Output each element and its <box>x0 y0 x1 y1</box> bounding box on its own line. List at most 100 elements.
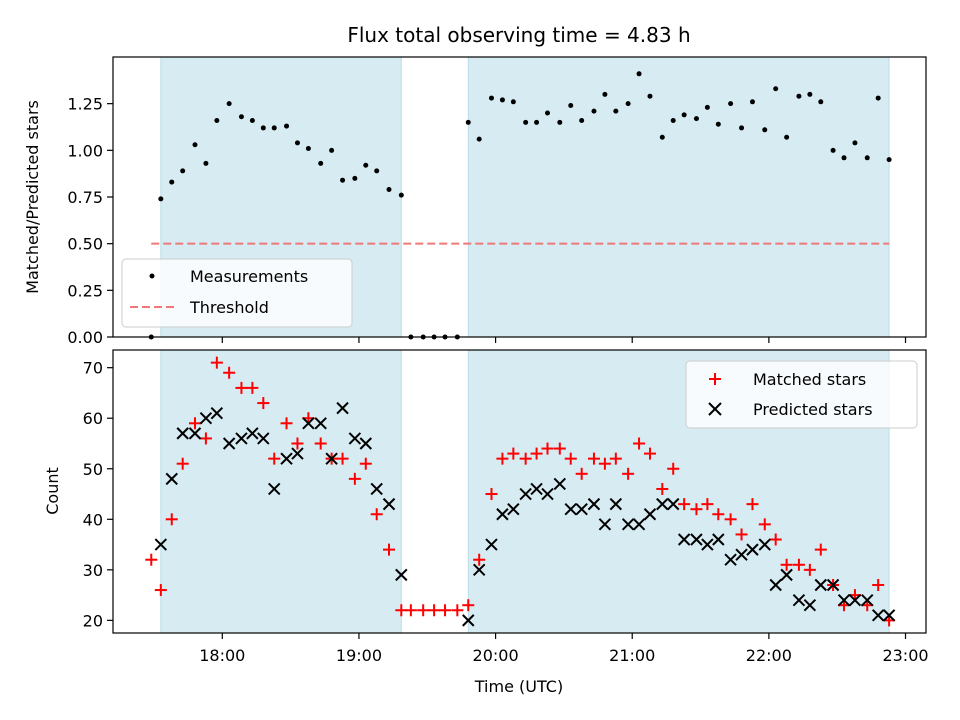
predicted-star-marker <box>746 543 759 556</box>
predicted-star-markers <box>154 401 896 627</box>
measurement-point <box>796 93 802 99</box>
predicted-star-marker <box>861 593 874 607</box>
measurement-point <box>728 101 734 107</box>
predicted-star-marker <box>814 578 827 592</box>
predicted-star-marker <box>758 538 771 551</box>
measurement-point <box>271 125 277 131</box>
matched-star-marker <box>712 508 725 521</box>
predicted-star-marker <box>792 593 806 607</box>
figure-title: Flux total observing time = 4.83 h <box>347 23 690 47</box>
observing-window-band <box>160 349 402 634</box>
predicted-star-marker <box>210 406 224 420</box>
predicted-star-marker <box>621 518 635 531</box>
measurement-point <box>214 117 220 123</box>
measurement-point <box>329 147 335 153</box>
predicted-star-marker <box>587 497 601 511</box>
measurement-point <box>158 196 164 202</box>
measurement-point <box>670 117 676 123</box>
predicted-star-marker <box>656 497 669 511</box>
x-tick-label: 21:00 <box>609 646 655 665</box>
x-tick-label: 18:00 <box>199 646 245 665</box>
matched-star-marker <box>735 528 748 541</box>
predicted-star-marker <box>712 533 725 546</box>
observing-window-band <box>467 56 890 338</box>
measurement-point <box>260 125 266 131</box>
predicted-star-marker <box>826 578 840 592</box>
matched-star-marker <box>268 452 281 465</box>
ratio-legend: Measurements Threshold <box>121 258 353 328</box>
matched-star-marker <box>746 498 759 511</box>
predicted-star-marker <box>701 538 714 551</box>
measurement-point <box>681 112 687 118</box>
predicted-star-marker <box>677 533 691 546</box>
predicted-star-marker <box>348 432 362 445</box>
y-tick-label: 0.00 <box>67 328 103 347</box>
measurement-point <box>715 121 721 127</box>
measurement-point <box>305 145 311 151</box>
legend-matched-label: Matched stars <box>753 370 866 389</box>
count-y-label: Count <box>43 467 62 515</box>
measurement-point <box>773 86 779 92</box>
matched-star-marker <box>872 578 885 591</box>
measurement-point <box>625 101 631 107</box>
predicted-star-marker <box>235 432 248 445</box>
matched-star-marker <box>348 472 361 485</box>
matched-star-marker <box>622 467 635 480</box>
measurement-point <box>739 125 745 131</box>
predicted-star-marker <box>837 593 851 607</box>
count-legend-box <box>685 360 918 429</box>
predicted-star-marker <box>769 578 782 592</box>
predicted-star-marker <box>724 553 737 566</box>
y-tick-label: 50 <box>83 460 103 479</box>
y-tick-label: 1.25 <box>67 95 103 114</box>
y-tick-label: 60 <box>83 409 103 428</box>
measurement-point <box>807 91 813 97</box>
predicted-star-marker <box>553 477 567 491</box>
matched-star-marker <box>314 437 327 450</box>
measurement-point <box>203 160 209 166</box>
matched-star-marker <box>530 447 543 460</box>
matched-star-marker <box>564 452 577 465</box>
matched-star-marker <box>587 452 600 465</box>
predicted-star-marker <box>485 538 498 551</box>
ratio-panel: 0.00 0.25 0.50 0.75 1.00 1.25 Matched/Predict… <box>23 56 927 347</box>
predicted-star-marker <box>609 497 623 511</box>
legend-measurements-marker <box>149 273 155 279</box>
measurement-point <box>693 116 699 122</box>
matched-star-marker <box>188 417 201 430</box>
measurement-point <box>762 127 768 133</box>
matched-star-marker <box>383 543 396 556</box>
predicted-star-marker <box>803 598 817 612</box>
matched-star-marker <box>223 366 236 379</box>
count-panel: 20 30 40 50 60 70 18:00 19:00 20:00 21:00 22:00 23… <box>43 349 929 696</box>
y-tick-label: 1.00 <box>67 141 103 160</box>
matched-star-marker <box>724 513 737 526</box>
predicted-star-marker <box>165 472 178 486</box>
matched-star-marker <box>598 457 611 470</box>
predicted-star-marker <box>257 432 270 445</box>
ratio-x-ticks <box>221 337 907 343</box>
measurement-point <box>704 104 710 110</box>
matched-star-marker <box>246 381 259 394</box>
matched-star-marker <box>609 452 622 465</box>
measurement-point <box>192 142 198 148</box>
matched-star-marker <box>417 604 430 617</box>
predicted-star-marker <box>530 482 543 496</box>
measurement-point <box>613 108 619 114</box>
predicted-star-marker <box>462 614 475 627</box>
measurement-point <box>523 119 529 125</box>
measurement-point <box>568 103 574 109</box>
matched-star-marker <box>690 503 703 516</box>
matched-star-marker <box>235 381 248 394</box>
matched-star-marker <box>758 518 771 531</box>
measurement-point <box>476 136 482 142</box>
predicted-star-marker <box>871 609 885 622</box>
predicted-star-marker <box>519 487 532 501</box>
legend-threshold-label: Threshold <box>189 298 269 317</box>
legend-matched-marker <box>709 373 721 385</box>
matched-star-marker <box>496 452 509 465</box>
measurement-point <box>226 101 232 107</box>
predicted-star-marker <box>188 427 202 440</box>
ratio-legend-box <box>121 258 353 328</box>
